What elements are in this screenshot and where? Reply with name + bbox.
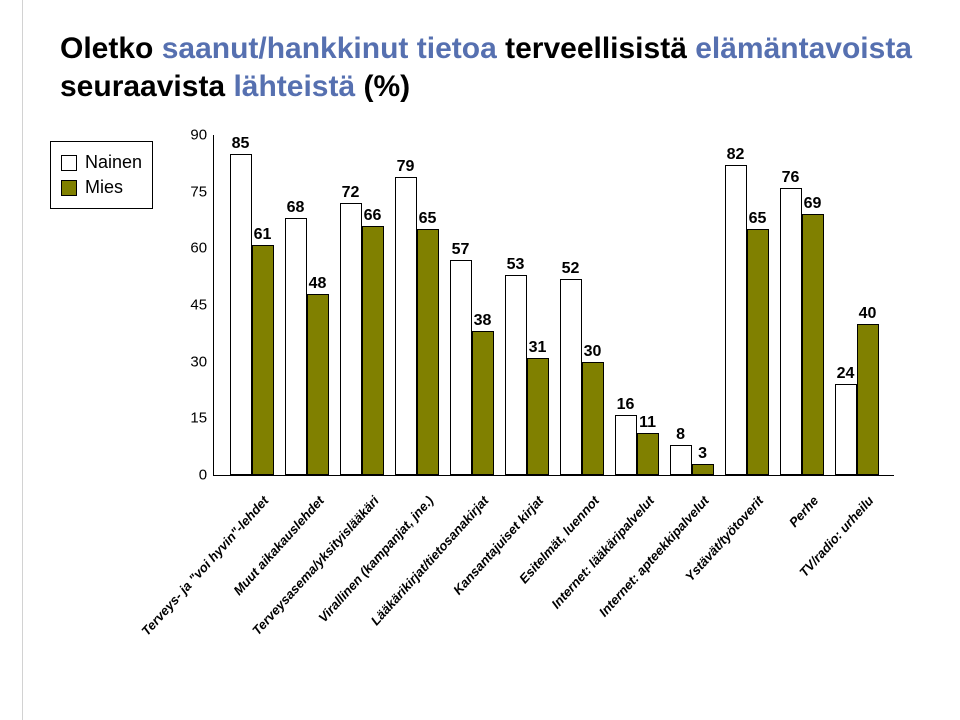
bar-group: 7965 [395,177,439,475]
bar-nainen: 52 [560,279,582,475]
category-label: Internet: lääkäripalvelut [548,493,657,612]
y-tick-label: 15 [173,410,207,427]
bar-group: 7266 [340,203,384,475]
bar-value-label: 65 [749,210,767,228]
bar-value-label: 82 [727,146,745,164]
plot-area: 8561684872667965573853315230161183826576… [213,135,894,476]
bar-value-label: 52 [562,260,580,278]
bar-mies: 61 [252,245,274,475]
legend-label: Nainen [85,152,142,173]
bar-value-label: 38 [474,312,492,330]
legend-swatch [61,155,77,171]
category-label: Internet: apteekkipalvelut [596,493,712,620]
legend-item: Mies [61,177,142,198]
bar-value-label: 61 [254,226,272,244]
bar-mies: 69 [802,214,824,475]
y-tick-label: 0 [173,467,207,484]
bar-nainen: 16 [615,415,637,475]
bar-nainen: 57 [450,260,472,475]
bar-value-label: 85 [232,135,250,153]
bar-nainen: 82 [725,165,747,475]
bar-value-label: 48 [309,275,327,293]
bar-mies: 65 [747,229,769,475]
bar-group: 1611 [615,415,659,475]
bar-nainen: 8 [670,445,692,475]
bar-mies: 65 [417,229,439,475]
bar-value-label: 11 [639,414,656,432]
left-accent-bar [22,0,27,720]
bar-nainen: 68 [285,218,307,475]
bar-value-label: 30 [584,343,602,361]
y-tick-label: 60 [173,240,207,257]
category-label: Virallinen (kampanjat, jne.) [316,493,437,625]
bar-value-label: 31 [529,339,547,357]
bar-group: 83 [670,445,714,475]
bar-value-label: 68 [287,199,305,217]
bar-value-label: 65 [419,210,437,228]
y-tick-label: 45 [173,297,207,314]
category-label: Perhe [786,493,821,530]
legend-swatch [61,180,77,196]
bar-value-label: 57 [452,241,470,259]
bar-mies: 38 [472,331,494,475]
bar-group: 8561 [230,154,274,475]
bar-value-label: 69 [804,195,822,213]
bar-value-label: 24 [837,365,855,383]
bar-value-label: 3 [698,445,707,463]
bar-value-label: 8 [676,426,685,444]
bar-nainen: 79 [395,177,417,475]
bar-mies: 3 [692,464,714,475]
bar-mies: 48 [307,294,329,475]
bar-mies: 40 [857,324,879,475]
bar-value-label: 72 [342,184,360,202]
bar-group: 6848 [285,218,329,475]
bar-mies: 11 [637,433,659,475]
bar-group: 8265 [725,165,769,475]
bar-mies: 66 [362,226,384,475]
page: Oletko saanut/hankkinut tietoa terveelli… [0,0,960,720]
y-tick-label: 90 [173,127,207,144]
y-tick-label: 75 [173,183,207,200]
bar-nainen: 24 [835,384,857,475]
bar-value-label: 40 [859,305,877,323]
category-labels: Terveys- ja "voi hyvin"-lehdetMuut aikak… [213,485,893,645]
bar-group: 2440 [835,324,879,475]
bar-group: 5738 [450,260,494,475]
bar-group: 5230 [560,279,604,475]
bar-nainen: 76 [780,188,802,475]
bar-value-label: 53 [507,256,525,274]
bar-value-label: 76 [782,169,800,187]
bar-mies: 31 [527,358,549,475]
legend-label: Mies [85,177,123,198]
y-tick-label: 30 [173,353,207,370]
bar-group: 7669 [780,188,824,475]
page-title: Oletko saanut/hankkinut tietoa terveelli… [60,30,920,105]
legend-item: Nainen [61,152,142,173]
bar-value-label: 79 [397,158,415,176]
bar-nainen: 72 [340,203,362,475]
bar-value-label: 66 [364,207,382,225]
bar-nainen: 85 [230,154,252,475]
legend: Nainen Mies [50,141,153,209]
chart-area: NainenMies 85616848726679655738533152301… [50,135,920,535]
bar-value-label: 16 [617,396,635,414]
bar-chart: 8561684872667965573853315230161183826576… [173,135,893,535]
